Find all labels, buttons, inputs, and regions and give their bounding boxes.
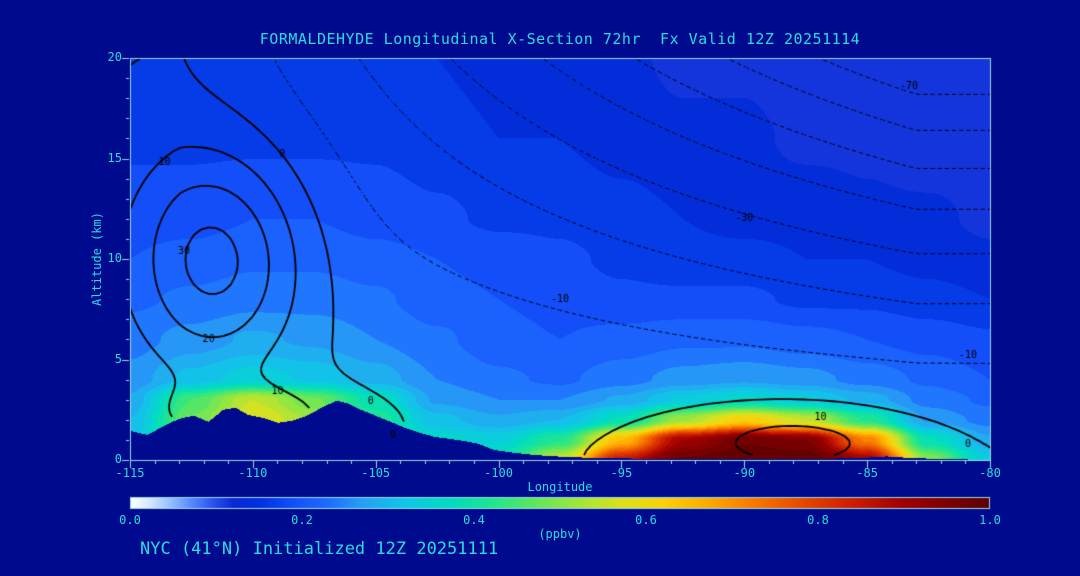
x-tick-label: -80 <box>979 466 1001 480</box>
x-tick-label: -110 <box>238 466 268 480</box>
init-annotation: NYC (41°N) Initialized 12Z 20251111 <box>140 539 499 559</box>
y-tick-label: 10 <box>107 251 122 265</box>
colorbar-units-label: (ppbv) <box>538 527 582 541</box>
y-tick-label: 15 <box>107 150 122 165</box>
plot-title: FORMALDEHYDE Longitudinal X-Section 72hr… <box>259 30 861 48</box>
x-tick-label: -85 <box>856 466 878 480</box>
colorbar-tick-label: 0.8 <box>807 513 829 527</box>
y-tick-label: 20 <box>107 50 122 64</box>
x-tick-label: -95 <box>610 466 633 480</box>
x-tick-label: -100 <box>484 466 514 480</box>
colorbar-tick-label: 0.6 <box>635 513 657 527</box>
colorbar-tick-label: 1.0 <box>979 513 1001 527</box>
y-tick-label: 0 <box>114 452 122 466</box>
colorbar-tick-label: 0.4 <box>463 513 485 527</box>
x-tick-label: -90 <box>733 466 756 480</box>
y-tick-label: 5 <box>114 351 122 366</box>
x-tick-label: -115 <box>115 466 145 480</box>
colorbar-tick-label: 0.0 <box>119 513 141 527</box>
colorbar-tick-label: 0.2 <box>291 513 313 527</box>
x-tick-label: -105 <box>361 466 391 480</box>
x-axis-label: Longitude <box>527 480 593 494</box>
